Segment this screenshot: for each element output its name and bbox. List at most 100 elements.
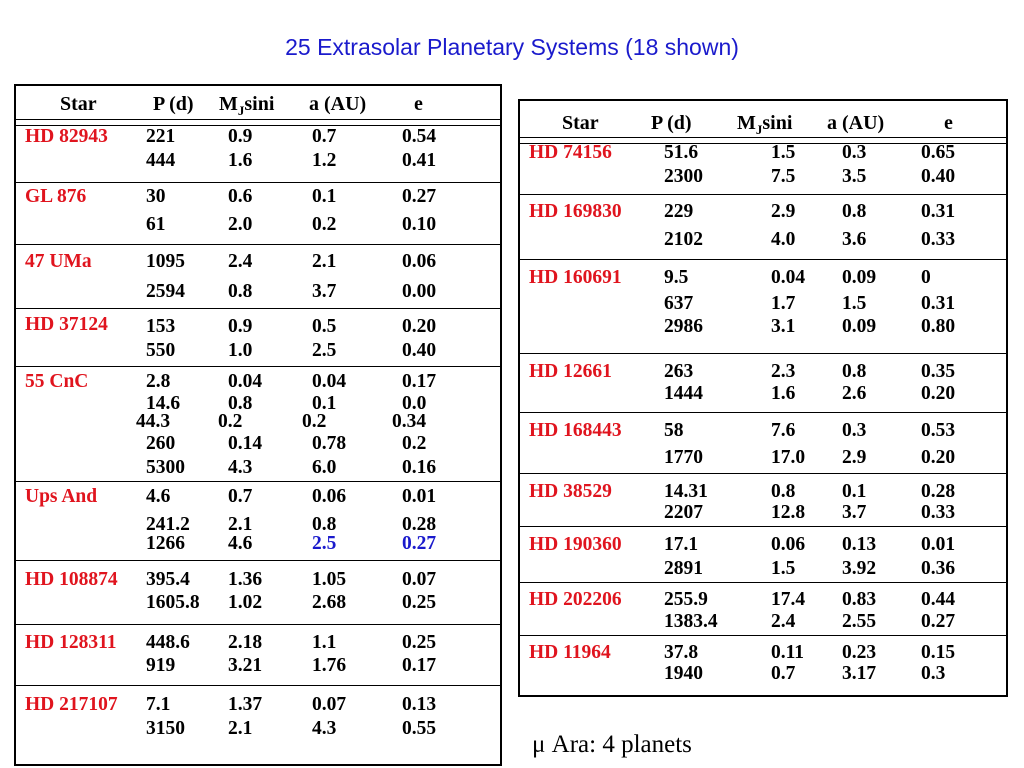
period-cell: 51.6 bbox=[664, 142, 699, 163]
period-cell: 2986 bbox=[664, 316, 703, 337]
axis-cell: 0.5 bbox=[312, 316, 337, 337]
ecc-cell: 0.25 bbox=[402, 592, 437, 613]
axis-cell: 4.3 bbox=[312, 718, 337, 739]
row-divider bbox=[16, 560, 502, 561]
header-mass: MJsini bbox=[219, 93, 274, 119]
mass-cell: 0.9 bbox=[228, 126, 253, 147]
axis-cell: 0.83 bbox=[842, 589, 877, 610]
axis-cell: 1.1 bbox=[312, 632, 337, 653]
period-cell: 395.4 bbox=[146, 569, 190, 590]
page-title: 25 Extrasolar Planetary Systems (18 show… bbox=[285, 34, 739, 60]
period-cell: 30 bbox=[146, 186, 166, 207]
ecc-cell: 0.54 bbox=[402, 126, 437, 147]
ecc-cell: 0.00 bbox=[402, 281, 437, 302]
period-cell: 221 bbox=[146, 126, 176, 147]
ecc-cell: 0.28 bbox=[921, 481, 956, 502]
row-divider bbox=[16, 366, 502, 367]
mass-cell: 1.02 bbox=[228, 592, 263, 613]
axis-cell: 6.0 bbox=[312, 457, 337, 478]
mass-cell: 4.3 bbox=[228, 457, 253, 478]
header-period: P (d) bbox=[651, 112, 692, 134]
mass-cell: 1.7 bbox=[771, 293, 796, 314]
axis-cell: 0.3 bbox=[842, 142, 867, 163]
period-cell: 1770 bbox=[664, 447, 703, 468]
header-period: P (d) bbox=[153, 93, 194, 115]
axis-cell: 2.55 bbox=[842, 611, 877, 632]
star-name: HD 169830 bbox=[529, 201, 622, 222]
period-cell: 241.2 bbox=[146, 514, 190, 535]
axis-cell: 3.17 bbox=[842, 663, 877, 684]
star-name: HD 74156 bbox=[529, 142, 612, 163]
mass-cell: 0.7 bbox=[228, 486, 253, 507]
mass-cell: 2.1 bbox=[228, 718, 253, 739]
mass-cell: 0.6 bbox=[228, 186, 253, 207]
mass-cell: 17.0 bbox=[771, 447, 806, 468]
mass-cell: 2.4 bbox=[228, 251, 253, 272]
mass-cell: 7.5 bbox=[771, 166, 796, 187]
ecc-cell: 0.16 bbox=[402, 457, 437, 478]
period-cell: 637 bbox=[664, 293, 694, 314]
ecc-cell: 0.44 bbox=[921, 589, 956, 610]
mass-cell: 2.3 bbox=[771, 361, 796, 382]
axis-cell: 3.92 bbox=[842, 558, 877, 579]
star-name: HD 202206 bbox=[529, 589, 622, 610]
star-name: GL 876 bbox=[25, 186, 87, 207]
ecc-cell: 0.35 bbox=[921, 361, 956, 382]
left-planet-table: Star P (d) MJsini a (AU) e HD 82943 221 0.… bbox=[14, 84, 502, 766]
mass-cell: 4.6 bbox=[228, 533, 253, 554]
mass-cell: 12.8 bbox=[771, 502, 806, 523]
mu-ara-note: μ Ara: 4 planets bbox=[532, 731, 692, 758]
period-cell: 2.8 bbox=[146, 371, 171, 392]
period-cell: 153 bbox=[146, 316, 176, 337]
star-name: Ups And bbox=[25, 486, 98, 507]
mass-cell: 1.0 bbox=[228, 340, 253, 361]
axis-cell: 1.2 bbox=[312, 150, 337, 171]
axis-cell: 1.5 bbox=[842, 293, 867, 314]
row-divider bbox=[16, 624, 502, 625]
ecc-cell: 0.33 bbox=[921, 229, 956, 250]
ecc-cell: 0.53 bbox=[921, 420, 956, 441]
row-divider bbox=[520, 635, 1006, 636]
ecc-cell: 0.80 bbox=[921, 316, 956, 337]
row-divider bbox=[16, 685, 502, 686]
star-name: HD 37124 bbox=[25, 314, 108, 335]
period-cell: 260 bbox=[146, 433, 176, 454]
axis-cell: 3.5 bbox=[842, 166, 867, 187]
mass-cell: 1.5 bbox=[771, 558, 796, 579]
star-name: HD 160691 bbox=[529, 267, 622, 288]
ecc-cell: 0.13 bbox=[402, 694, 437, 715]
mass-cell: 2.4 bbox=[771, 611, 796, 632]
header-axis: a (AU) bbox=[309, 93, 367, 115]
ecc-cell: 0.17 bbox=[402, 655, 437, 676]
star-name: HD 128311 bbox=[25, 632, 117, 653]
ecc-cell: 0.65 bbox=[921, 142, 956, 163]
mass-cell: 17.4 bbox=[771, 589, 806, 610]
star-name: HD 82943 bbox=[25, 126, 108, 147]
mass-cell: 2.9 bbox=[771, 201, 796, 222]
star-name: HD 217107 bbox=[25, 694, 118, 715]
header-rule bbox=[520, 137, 1006, 144]
header-mass-suffix: sini bbox=[244, 93, 275, 115]
mass-cell: 0.04 bbox=[228, 371, 263, 392]
axis-cell: 2.5 bbox=[312, 533, 337, 554]
mass-cell: 1.37 bbox=[228, 694, 263, 715]
period-cell: 58 bbox=[664, 420, 684, 441]
period-cell: 1605.8 bbox=[146, 592, 200, 613]
star-name: HD 190360 bbox=[529, 534, 622, 555]
period-cell: 2102 bbox=[664, 229, 703, 250]
period-cell: 14.6 bbox=[146, 393, 181, 414]
ecc-cell: 0.07 bbox=[402, 569, 437, 590]
mass-cell: 1.6 bbox=[228, 150, 253, 171]
mass-cell: 0.06 bbox=[771, 534, 806, 555]
period-cell: 1444 bbox=[664, 383, 703, 404]
header-mass-sub: J bbox=[755, 122, 763, 137]
row-divider bbox=[16, 481, 502, 482]
header-ecc: e bbox=[944, 112, 953, 134]
row-divider bbox=[520, 259, 1006, 260]
ecc-cell: 0.40 bbox=[402, 340, 437, 361]
ecc-cell: 0.01 bbox=[921, 534, 956, 555]
axis-cell: 0.07 bbox=[312, 694, 347, 715]
ecc-cell: 0.17 bbox=[402, 371, 437, 392]
period-cell: 5300 bbox=[146, 457, 185, 478]
mass-cell: 0.7 bbox=[771, 663, 796, 684]
